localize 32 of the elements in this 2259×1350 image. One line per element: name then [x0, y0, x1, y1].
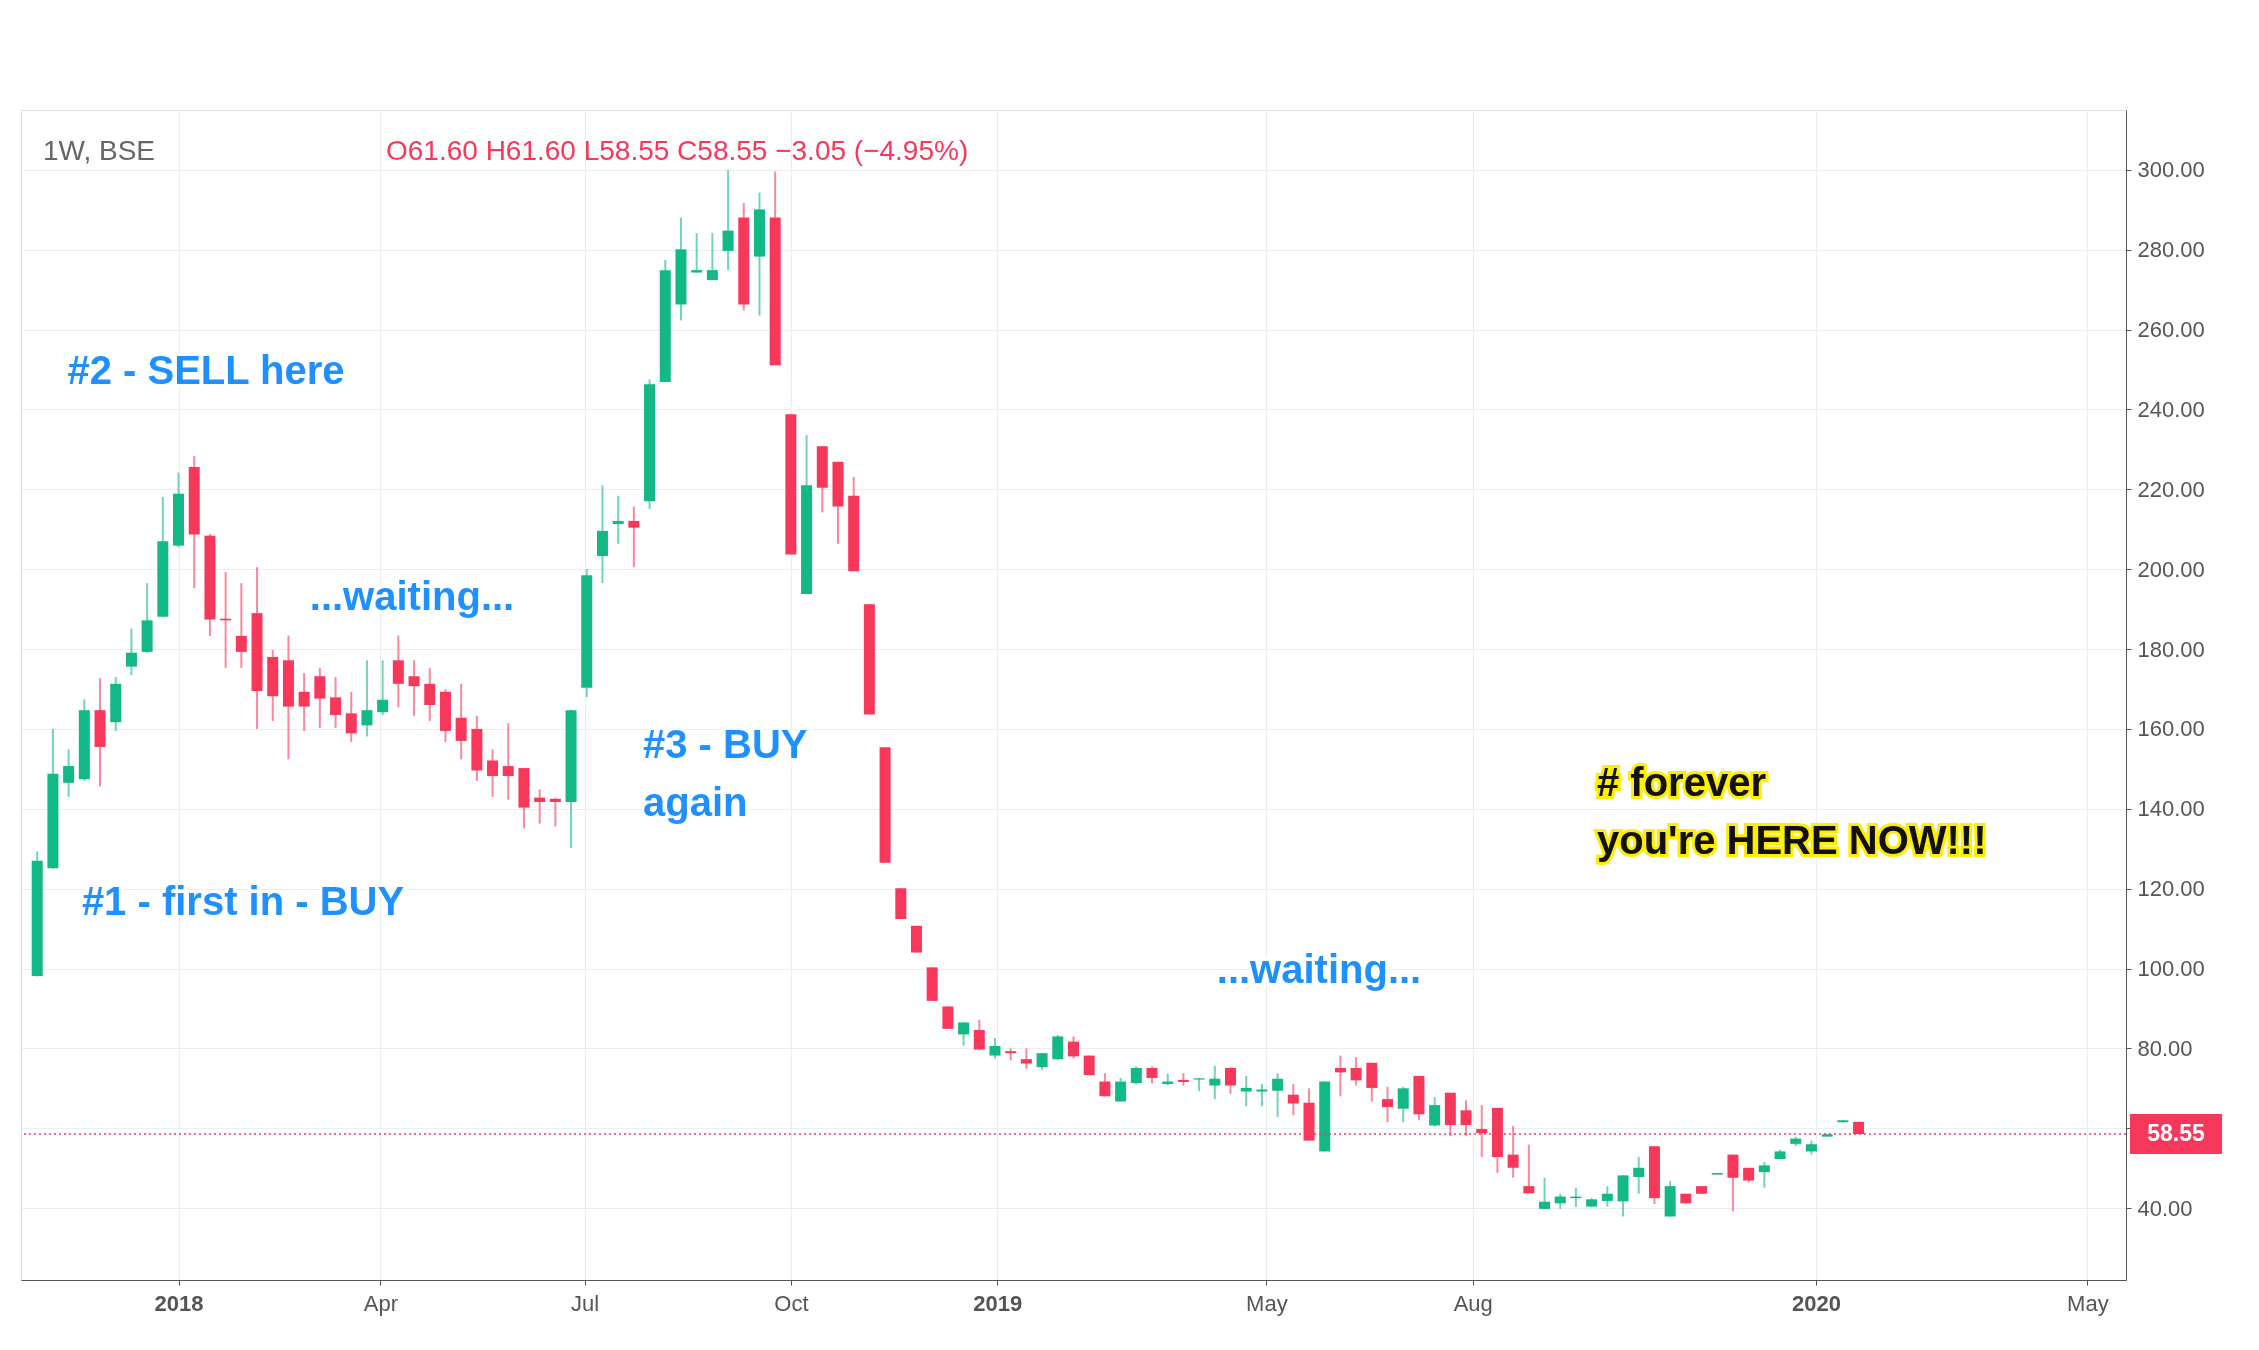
annotation: #3 - BUY again — [643, 722, 808, 824]
x-tick-label: May — [1246, 1290, 1288, 1316]
x-tick-label: 2019 — [973, 1290, 1023, 1316]
x-tick-label: May — [2067, 1290, 2109, 1316]
y-tick-label: 240.00 — [2137, 396, 2205, 422]
y-tick-label: 260.00 — [2137, 317, 2205, 343]
annotation: ...waiting... — [309, 574, 515, 618]
y-tick-label: 300.00 — [2137, 157, 2205, 183]
x-tick-label: Oct — [774, 1290, 809, 1316]
ref-line-label: 58.55 — [2147, 1120, 2205, 1147]
y-tick-label: 160.00 — [2137, 716, 2205, 742]
annotation: ...waiting... — [1216, 947, 1422, 991]
x-tick-label: 2020 — [1791, 1290, 1841, 1316]
annotation: #2 - SELL here — [67, 348, 345, 392]
text: 1W, BSE — [43, 135, 156, 166]
x-tick-label: Jul — [570, 1290, 600, 1316]
annotation: #1 - first in - BUY — [81, 879, 405, 923]
y-tick-label: 120.00 — [2137, 876, 2205, 902]
y-tick-label: 200.00 — [2137, 556, 2205, 582]
y-tick-label: 220.00 — [2137, 476, 2205, 502]
y-tick-label: 140.00 — [2137, 796, 2205, 822]
y-tick-label: 80.00 — [2137, 1035, 2193, 1061]
candlestick — [942, 1005, 954, 1030]
y-tick-label: 180.00 — [2137, 636, 2205, 662]
annotation: # forever you're HERE NOW!!! — [1597, 760, 1987, 862]
y-tick-label: 40.00 — [2137, 1195, 2193, 1221]
x-tick-label: Aug — [1453, 1290, 1493, 1316]
x-tick-label: Apr — [363, 1290, 399, 1316]
text: O61.60 H61.60 L58.55 C58.55 −3.05 (−4.95%) — [386, 135, 969, 166]
x-tick-label: 2018 — [154, 1290, 204, 1316]
y-tick-label: 280.00 — [2137, 237, 2205, 263]
y-tick-label: 100.00 — [2137, 956, 2205, 982]
